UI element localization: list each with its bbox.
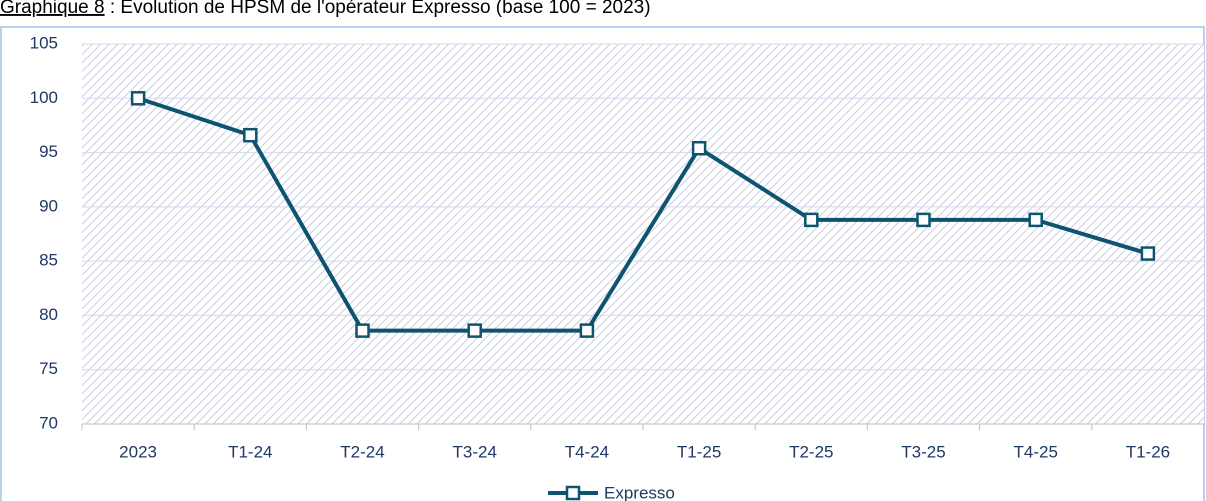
x-tick-label: T4-24 <box>565 442 609 461</box>
x-tick-label: 2023 <box>119 442 157 461</box>
legend-label: Expresso <box>604 483 675 501</box>
title-text: : Evolution de HPSM de l'opérateur Expre… <box>105 0 651 18</box>
legend-marker <box>565 485 581 501</box>
marker <box>1028 212 1043 228</box>
plot-area <box>82 44 1204 424</box>
x-tick-label: T1-26 <box>1126 442 1170 461</box>
y-tick-label: 85 <box>39 251 58 270</box>
x-tick-label: T2-25 <box>789 442 833 461</box>
y-tick-label: 80 <box>39 305 58 324</box>
marker <box>579 323 595 338</box>
title-label: Graphique 8 <box>0 0 105 18</box>
series-line <box>137 96 1149 333</box>
x-tick-label: T4-25 <box>1013 442 1057 461</box>
chart-title: Graphique 8 : Evolution de HPSM de l'opé… <box>0 0 651 18</box>
y-tick-label: 105 <box>30 33 58 52</box>
marker <box>916 212 931 228</box>
y-tick-label: 70 <box>39 413 58 432</box>
marker <box>243 127 258 143</box>
y-tick-label: 100 <box>30 88 58 107</box>
marker <box>130 91 146 106</box>
x-tick-label: T2-24 <box>340 442 384 461</box>
marker <box>355 323 370 338</box>
marker <box>467 323 482 338</box>
marker <box>804 212 819 228</box>
y-tick-label: 95 <box>39 142 58 161</box>
y-tick-label: 90 <box>39 196 58 215</box>
x-tick-label: T3-24 <box>452 442 496 461</box>
y-tick-label: 75 <box>39 359 58 378</box>
x-tick-label: T3-25 <box>901 442 945 461</box>
x-tick-label: T1-25 <box>677 442 721 461</box>
marker <box>691 140 707 156</box>
marker <box>1140 246 1156 261</box>
x-tick-label: T1-24 <box>228 442 272 461</box>
